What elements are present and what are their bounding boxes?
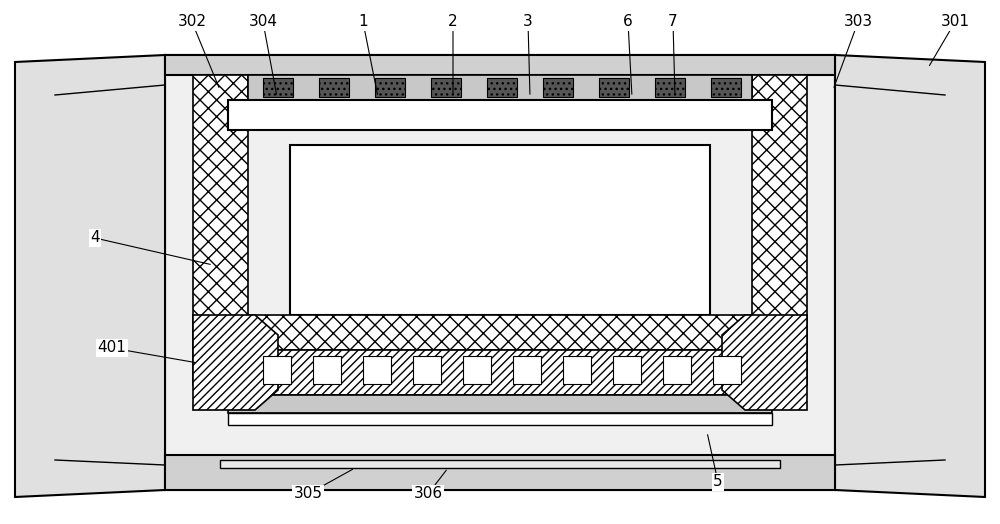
Bar (263, 356, 291, 384)
Bar (263, 78, 293, 97)
Bar (563, 356, 591, 384)
Text: 305: 305 (294, 486, 322, 501)
Bar (599, 78, 629, 97)
Bar (663, 356, 691, 384)
Bar (165, 55, 835, 490)
Bar (228, 413, 772, 425)
Bar (220, 460, 780, 468)
Bar (413, 356, 441, 384)
Polygon shape (835, 55, 985, 497)
Text: 306: 306 (413, 486, 443, 501)
Text: 401: 401 (98, 341, 126, 355)
Text: 7: 7 (668, 15, 678, 29)
Text: 4: 4 (90, 231, 100, 246)
Text: 3: 3 (523, 15, 533, 29)
Polygon shape (15, 55, 165, 497)
Bar (248, 350, 752, 395)
Bar (431, 78, 461, 97)
Text: 6: 6 (623, 15, 633, 29)
Bar (193, 75, 248, 385)
Bar (319, 78, 349, 97)
Text: 1: 1 (358, 15, 368, 29)
Bar (613, 356, 641, 384)
Bar (543, 78, 573, 97)
Text: 2: 2 (448, 15, 458, 29)
Bar (248, 315, 752, 350)
Bar (290, 145, 710, 315)
Bar (363, 356, 391, 384)
Bar (513, 356, 541, 384)
Text: 304: 304 (248, 15, 278, 29)
Text: 303: 303 (843, 15, 873, 29)
Bar (711, 78, 741, 97)
Bar (165, 455, 835, 490)
Polygon shape (193, 315, 278, 410)
Bar (487, 78, 517, 97)
Bar (248, 75, 752, 100)
Bar (463, 356, 491, 384)
Bar (752, 75, 807, 385)
Bar (375, 78, 405, 97)
Bar (228, 395, 772, 413)
Text: 301: 301 (940, 15, 970, 29)
Bar (228, 100, 772, 130)
Bar (655, 78, 685, 97)
Bar (165, 55, 835, 75)
Bar (713, 356, 741, 384)
Text: 5: 5 (713, 475, 723, 489)
Polygon shape (722, 315, 807, 410)
Text: 302: 302 (178, 15, 207, 29)
Bar (313, 356, 341, 384)
